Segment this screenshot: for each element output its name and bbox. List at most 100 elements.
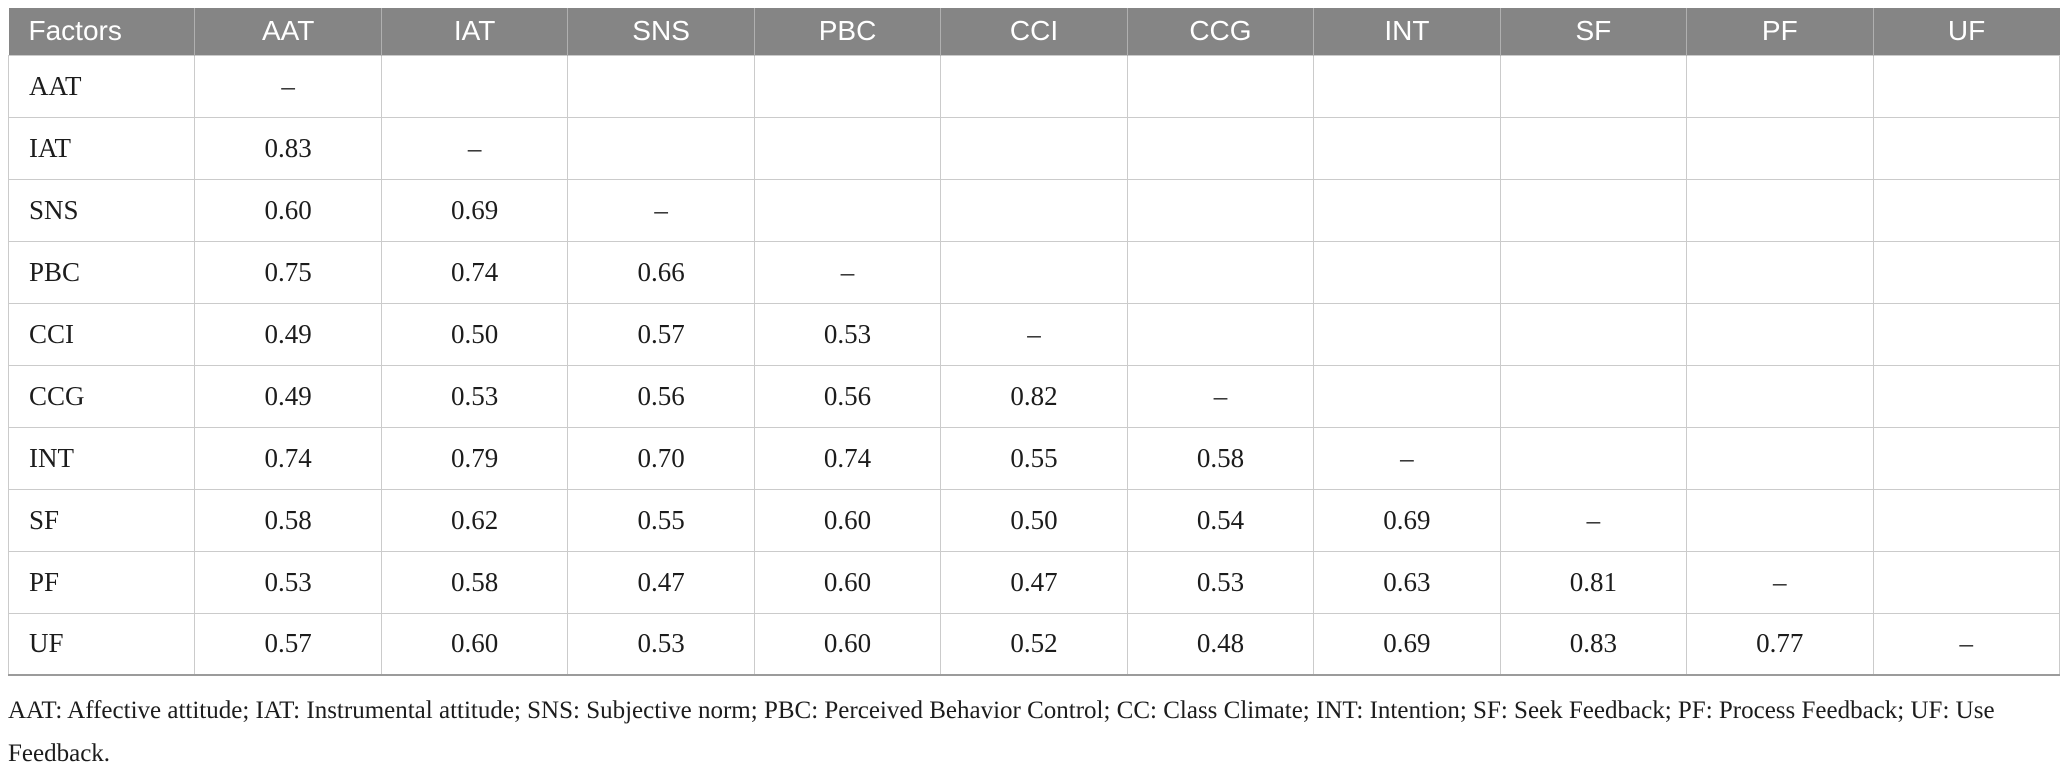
cell: 0.74	[380, 240, 569, 304]
cell	[1499, 178, 1688, 242]
cell	[1686, 426, 1874, 490]
cell: 0.47	[567, 550, 755, 614]
row-label: SNS	[7, 178, 196, 242]
cell: 0.56	[567, 364, 755, 428]
cell: 0.69	[380, 178, 569, 242]
table-row: IAT 0.83–	[7, 116, 2061, 180]
row-label: PBC	[7, 240, 196, 304]
cell: 0.60	[753, 488, 942, 552]
cell: 0.54	[1126, 488, 1315, 552]
cell: 0.48	[1126, 612, 1315, 676]
correlation-table: Factors AAT IAT SNS PBC CCI CCG INT SF PF UF AAT – I…	[7, 8, 2061, 676]
cell	[940, 240, 1128, 304]
cell: –	[1686, 550, 1874, 614]
cell	[1872, 488, 2061, 552]
cell: 0.81	[1499, 550, 1688, 614]
cell	[1126, 178, 1315, 242]
cell: 0.60	[380, 612, 569, 676]
cell: 0.69	[1313, 612, 1501, 676]
row-label: CCG	[7, 364, 196, 428]
cell	[1313, 302, 1501, 366]
cell	[753, 178, 942, 242]
cell	[940, 54, 1128, 118]
cell	[1686, 302, 1874, 366]
cell	[753, 54, 942, 118]
cell: 0.74	[194, 426, 382, 490]
cell: 0.53	[1126, 550, 1315, 614]
cell	[567, 116, 755, 180]
cell: 0.53	[753, 302, 942, 366]
cell: 0.83	[194, 116, 382, 180]
row-label: IAT	[7, 116, 196, 180]
cell: –	[753, 240, 942, 304]
row-label: SF	[7, 488, 196, 552]
cell: 0.70	[567, 426, 755, 490]
row-label: AAT	[7, 54, 196, 118]
cell: 0.82	[940, 364, 1128, 428]
cell: 0.58	[1126, 426, 1315, 490]
cell	[1499, 116, 1688, 180]
cell: 0.50	[940, 488, 1128, 552]
column-header-sf: SF	[1499, 8, 1687, 55]
cell: 0.58	[194, 488, 382, 552]
cell	[1872, 550, 2061, 614]
cell: 0.83	[1499, 612, 1688, 676]
cell	[1872, 178, 2061, 242]
table-row: CCI 0.49 0.50 0.57 0.53–	[7, 302, 2061, 366]
cell	[1313, 364, 1501, 428]
table-row: INT 0.74 0.79 0.70 0.74 0.55 0.58–	[7, 426, 2061, 490]
row-label: UF	[7, 612, 196, 676]
cell: 0.75	[194, 240, 382, 304]
cell	[1313, 116, 1501, 180]
cell	[940, 178, 1128, 242]
table-row: PF 0.53 0.58 0.47 0.60 0.47 0.53 0.63 0.81–	[7, 550, 2061, 614]
table-header-row: Factors AAT IAT SNS PBC CCI CCG INT SF PF UF	[8, 8, 2060, 55]
cell: 0.79	[380, 426, 569, 490]
cell: –	[1499, 488, 1688, 552]
table-row: PBC 0.75 0.74 0.66–	[7, 240, 2061, 304]
cell: 0.53	[567, 612, 755, 676]
table-row: AAT –	[7, 54, 2061, 118]
cell: 0.66	[567, 240, 755, 304]
cell: 0.74	[753, 426, 942, 490]
cell: 0.52	[940, 612, 1128, 676]
cell	[1126, 240, 1315, 304]
cell	[567, 54, 755, 118]
cell	[1872, 54, 2061, 118]
cell: 0.49	[194, 302, 382, 366]
table-row: SF 0.58 0.62 0.55 0.60 0.50 0.54 0.69–	[7, 488, 2061, 552]
cell: 0.69	[1313, 488, 1501, 552]
cell	[1126, 116, 1315, 180]
column-header-sns: SNS	[567, 8, 755, 55]
cell	[940, 116, 1128, 180]
cell: 0.49	[194, 364, 382, 428]
cell	[1686, 364, 1874, 428]
column-header-ccg: CCG	[1126, 8, 1314, 55]
cell: 0.57	[567, 302, 755, 366]
cell: –	[1313, 426, 1501, 490]
cell	[1313, 240, 1501, 304]
row-label: INT	[7, 426, 196, 490]
cell: –	[567, 178, 755, 242]
table-footnote: AAT: Affective attitude; IAT: Instrument…	[8, 697, 1995, 767]
cell: 0.53	[380, 364, 569, 428]
cell: 0.60	[194, 178, 382, 242]
column-header-int: INT	[1313, 8, 1501, 55]
cell: 0.55	[567, 488, 755, 552]
cell: –	[380, 116, 569, 180]
cell: 0.63	[1313, 550, 1501, 614]
cell: 0.60	[753, 550, 942, 614]
cell	[1126, 54, 1315, 118]
column-header-aat: AAT	[194, 8, 382, 55]
cell	[1126, 302, 1315, 366]
column-header-cci: CCI	[940, 8, 1128, 55]
cell	[1499, 426, 1688, 490]
cell	[1872, 426, 2061, 490]
cell: –	[1126, 364, 1315, 428]
table-row: SNS 0.60 0.69–	[7, 178, 2061, 242]
cell	[1686, 240, 1874, 304]
cell: 0.55	[940, 426, 1128, 490]
cell	[1313, 54, 1501, 118]
cell: 0.58	[380, 550, 569, 614]
